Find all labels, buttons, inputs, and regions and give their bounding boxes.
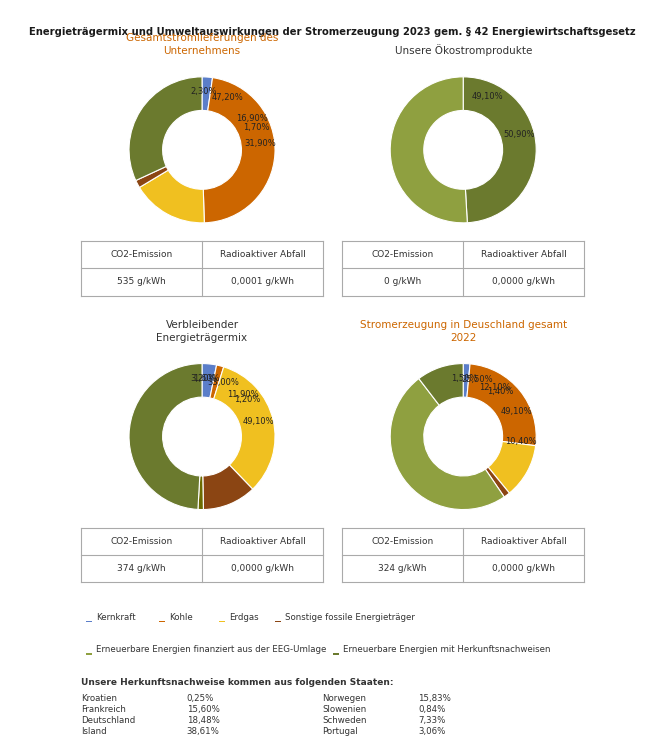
Text: 3,20%: 3,20% — [190, 373, 217, 382]
Text: 49,10%: 49,10% — [500, 408, 532, 416]
Text: 2,30%: 2,30% — [190, 87, 217, 96]
Text: Sonstige fossile Energieträger: Sonstige fossile Energieträger — [285, 613, 415, 622]
Text: Island: Island — [81, 727, 106, 737]
Text: Schweden: Schweden — [323, 717, 367, 725]
FancyBboxPatch shape — [86, 620, 92, 622]
Text: Radioaktiver Abfall: Radioaktiver Abfall — [481, 537, 567, 546]
Text: Kernkraft: Kernkraft — [96, 613, 136, 622]
Text: Erneuerbare Energien finanziert aus der EEG-Umlage: Erneuerbare Energien finanziert aus der … — [96, 645, 326, 654]
Text: 18,48%: 18,48% — [187, 717, 219, 725]
Title: Unsere Ökostromprodukte: Unsere Ökostromprodukte — [395, 44, 532, 56]
FancyBboxPatch shape — [275, 620, 281, 622]
Wedge shape — [136, 167, 168, 187]
Wedge shape — [390, 77, 467, 223]
Text: Energieträgermix und Umweltauswirkungen der Stromerzeugung 2023 gem. § 42 Energi: Energieträgermix und Umweltauswirkungen … — [29, 27, 636, 37]
Text: 0 g/kWh: 0 g/kWh — [384, 277, 421, 287]
Wedge shape — [463, 77, 536, 223]
Text: Kohle: Kohle — [169, 613, 193, 622]
Text: 49,10%: 49,10% — [243, 417, 275, 426]
FancyBboxPatch shape — [86, 653, 92, 655]
Text: Radioaktiver Abfall: Radioaktiver Abfall — [219, 537, 306, 546]
Text: CO2-Emission: CO2-Emission — [372, 537, 434, 546]
Wedge shape — [129, 364, 202, 510]
FancyBboxPatch shape — [333, 653, 339, 655]
Text: 1,70%: 1,70% — [243, 123, 269, 132]
Text: 11,90%: 11,90% — [227, 390, 258, 399]
Text: 0,0000 g/kWh: 0,0000 g/kWh — [492, 277, 555, 287]
Text: 15,60%: 15,60% — [187, 705, 219, 714]
Text: CO2-Emission: CO2-Emission — [110, 250, 173, 259]
Wedge shape — [214, 367, 275, 489]
Text: Norwegen: Norwegen — [323, 694, 367, 703]
Wedge shape — [390, 379, 504, 510]
Text: 25,50%: 25,50% — [461, 376, 493, 385]
Text: 15,83%: 15,83% — [418, 694, 451, 703]
Text: 3,06%: 3,06% — [418, 727, 445, 737]
Text: Frankreich: Frankreich — [81, 705, 126, 714]
Text: 1,20%: 1,20% — [234, 395, 260, 404]
Title: Stromerzeugung in Deuschland gesamt
2022: Stromerzeugung in Deuschland gesamt 2022 — [360, 320, 567, 343]
Text: 0,25%: 0,25% — [187, 694, 214, 703]
Text: 374 g/kWh: 374 g/kWh — [117, 564, 166, 574]
Text: 38,61%: 38,61% — [187, 727, 219, 737]
Wedge shape — [485, 467, 509, 497]
FancyBboxPatch shape — [219, 620, 225, 622]
Wedge shape — [140, 170, 204, 223]
Text: 50,90%: 50,90% — [504, 130, 535, 139]
Wedge shape — [202, 465, 252, 510]
Text: Erdgas: Erdgas — [230, 613, 259, 622]
Text: Slowenien: Slowenien — [323, 705, 367, 714]
Text: 49,10%: 49,10% — [472, 92, 503, 102]
FancyBboxPatch shape — [159, 620, 165, 622]
Text: CO2-Emission: CO2-Emission — [110, 537, 173, 546]
Wedge shape — [419, 364, 463, 405]
Wedge shape — [202, 77, 212, 111]
Wedge shape — [467, 364, 536, 445]
Wedge shape — [210, 365, 224, 399]
Text: 0,0001 g/kWh: 0,0001 g/kWh — [231, 277, 294, 287]
Text: Deutschland: Deutschland — [81, 717, 136, 725]
Text: Unsere Herkunftsnachweise kommen aus folgenden Staaten:: Unsere Herkunftsnachweise kommen aus fol… — [81, 678, 394, 687]
Wedge shape — [129, 77, 202, 181]
Text: 324 g/kWh: 324 g/kWh — [378, 564, 427, 574]
Text: 1,50%: 1,50% — [451, 373, 477, 382]
Text: Radioaktiver Abfall: Radioaktiver Abfall — [481, 250, 567, 259]
Text: 1,60%: 1,60% — [193, 373, 219, 383]
Text: Portugal: Portugal — [323, 727, 358, 737]
Text: 10,40%: 10,40% — [506, 437, 537, 446]
Text: 16,90%: 16,90% — [236, 114, 267, 123]
Text: 31,90%: 31,90% — [244, 139, 276, 148]
Text: Radioaktiver Abfall: Radioaktiver Abfall — [219, 250, 306, 259]
Title: Gesamtstromlieferungen des
Unternehmens: Gesamtstromlieferungen des Unternehmens — [126, 33, 278, 56]
Wedge shape — [463, 364, 470, 397]
Text: 7,33%: 7,33% — [418, 717, 445, 725]
Text: Erneuerbare Energien mit Herkunftsnachweisen: Erneuerbare Energien mit Herkunftsnachwe… — [343, 645, 550, 654]
Text: Kroatien: Kroatien — [81, 694, 117, 703]
Wedge shape — [198, 476, 203, 510]
Wedge shape — [488, 442, 535, 493]
Text: 0,0000 g/kWh: 0,0000 g/kWh — [231, 564, 294, 574]
Text: 12,10%: 12,10% — [479, 383, 511, 392]
Title: Verbleibender
Energieträgermix: Verbleibender Energieträgermix — [156, 320, 248, 343]
Wedge shape — [202, 364, 217, 398]
Text: 47,20%: 47,20% — [212, 93, 243, 102]
Text: 33,00%: 33,00% — [207, 378, 239, 387]
Text: 0,0000 g/kWh: 0,0000 g/kWh — [492, 564, 555, 574]
Text: 0,84%: 0,84% — [418, 705, 445, 714]
Wedge shape — [203, 78, 275, 223]
Text: 535 g/kWh: 535 g/kWh — [117, 277, 166, 287]
Text: 1,40%: 1,40% — [487, 388, 514, 396]
Text: CO2-Emission: CO2-Emission — [372, 250, 434, 259]
